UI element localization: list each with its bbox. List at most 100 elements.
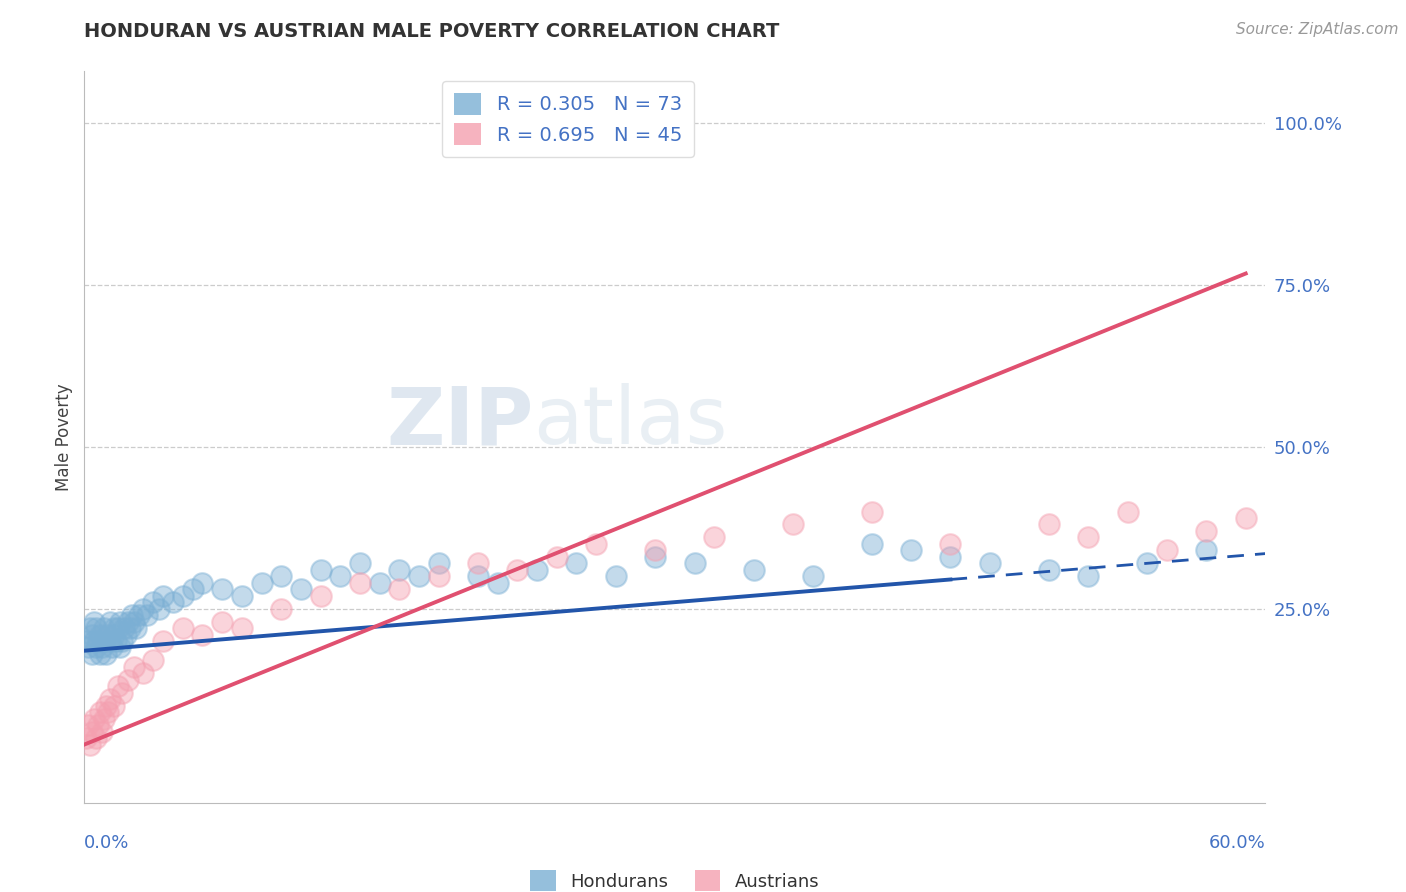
Point (309, 589, 332, 603)
Point (152, 634, 174, 648)
Point (979, 557, 1001, 571)
Point (546, 549, 568, 564)
Point (939, 549, 962, 564)
Point (1234, 511, 1257, 525)
Point (91, 724, 114, 739)
Text: ZIP: ZIP (385, 384, 533, 461)
Point (82, 724, 104, 739)
Point (860, 537, 883, 551)
Text: 0.0%: 0.0% (84, 834, 129, 852)
Point (75, 634, 97, 648)
Point (427, 557, 450, 571)
Point (900, 543, 922, 558)
Point (93, 621, 115, 635)
Point (181, 582, 204, 597)
Point (89, 705, 111, 719)
Point (1195, 524, 1218, 538)
Point (107, 621, 129, 635)
Point (860, 504, 883, 518)
Point (103, 698, 125, 713)
Point (605, 569, 627, 583)
Point (82, 647, 104, 661)
Point (388, 582, 411, 597)
Point (108, 640, 131, 655)
Point (136, 608, 159, 623)
Point (486, 575, 509, 590)
Point (122, 615, 145, 629)
Text: 60.0%: 60.0% (1209, 834, 1265, 852)
Point (103, 627, 125, 641)
Point (782, 517, 804, 532)
Point (75, 731, 97, 745)
Point (172, 621, 194, 635)
Point (939, 537, 962, 551)
Point (742, 563, 765, 577)
Point (1077, 530, 1099, 544)
Point (644, 549, 666, 564)
Point (91, 640, 114, 655)
Point (77, 718, 100, 732)
Point (152, 589, 174, 603)
Point (270, 601, 292, 615)
Point (118, 621, 141, 635)
Text: Source: ZipAtlas.com: Source: ZipAtlas.com (1236, 22, 1399, 37)
Point (565, 557, 588, 571)
Point (79, 621, 101, 635)
Point (93, 634, 115, 648)
Point (703, 530, 725, 544)
Text: atlas: atlas (533, 384, 727, 461)
Point (290, 582, 312, 597)
Point (89, 627, 111, 641)
Point (250, 575, 273, 590)
Point (1077, 569, 1099, 583)
Point (270, 569, 292, 583)
Point (82, 627, 104, 641)
Point (172, 589, 194, 603)
Point (801, 569, 824, 583)
Point (121, 608, 143, 623)
Point (124, 621, 146, 635)
Y-axis label: Male Poverty: Male Poverty (55, 384, 73, 491)
Point (83, 634, 105, 648)
Point (87, 718, 110, 732)
Point (94, 647, 117, 661)
Point (467, 569, 489, 583)
Point (162, 595, 184, 609)
Point (1116, 504, 1139, 518)
Point (644, 543, 666, 558)
Point (585, 537, 607, 551)
Point (1195, 543, 1218, 558)
Point (111, 686, 134, 700)
Point (231, 621, 253, 635)
Point (117, 673, 139, 687)
Point (83, 615, 105, 629)
Point (77, 640, 100, 655)
Point (349, 557, 371, 571)
Point (1156, 543, 1178, 558)
Point (1038, 563, 1060, 577)
Point (142, 653, 165, 667)
Point (309, 563, 332, 577)
Point (93, 712, 115, 726)
Point (111, 634, 134, 648)
Point (683, 557, 706, 571)
Point (142, 595, 165, 609)
Point (1136, 557, 1159, 571)
Point (83, 712, 105, 726)
Point (84, 731, 107, 745)
Point (427, 569, 450, 583)
Point (103, 621, 125, 635)
Point (132, 666, 155, 681)
Point (94, 698, 117, 713)
Point (98, 634, 121, 648)
Point (84, 621, 107, 635)
Point (107, 679, 129, 693)
Point (104, 634, 127, 648)
Point (211, 615, 233, 629)
Point (408, 569, 430, 583)
Point (148, 601, 170, 615)
Point (97, 705, 120, 719)
Legend: Hondurans, Austrians: Hondurans, Austrians (523, 863, 827, 892)
Point (87, 634, 110, 648)
Point (1038, 517, 1060, 532)
